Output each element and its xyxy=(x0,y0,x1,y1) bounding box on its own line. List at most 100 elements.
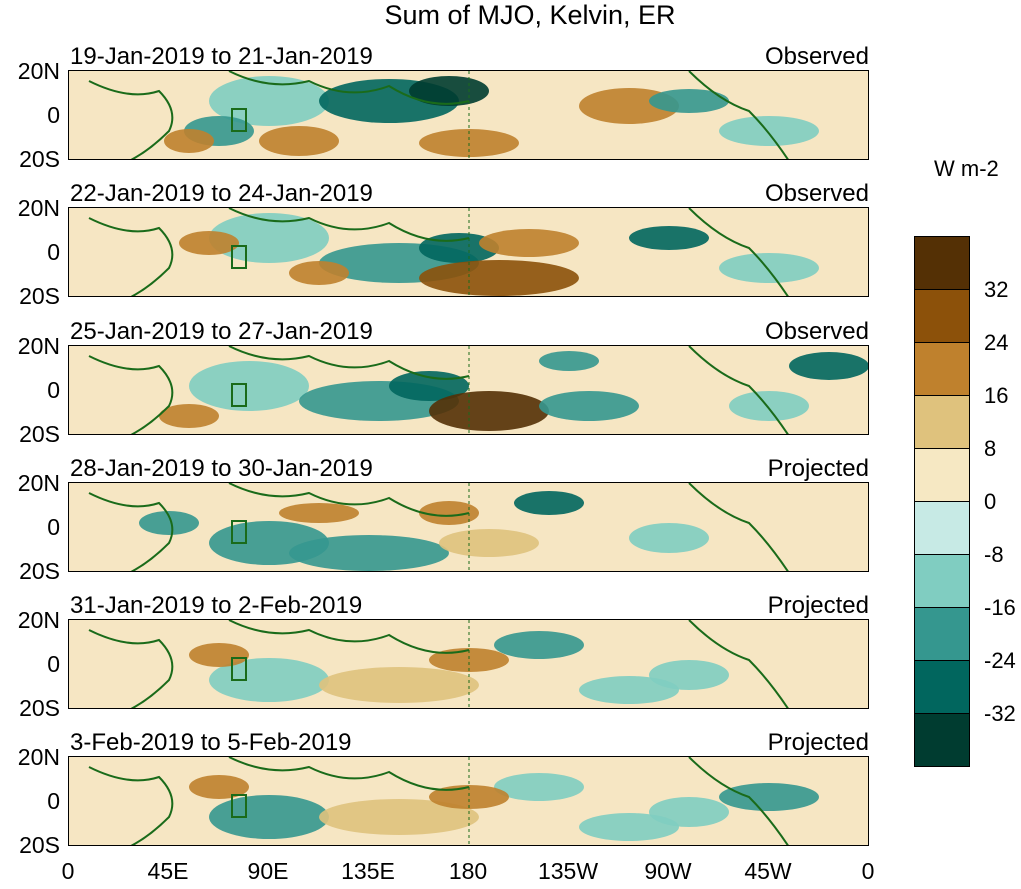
colorbar-segment xyxy=(914,607,970,661)
anomaly-field xyxy=(88,483,789,571)
anomaly-blob xyxy=(429,648,509,672)
anomaly-blob xyxy=(579,676,679,704)
colorbar-segment xyxy=(914,236,970,290)
latitude-label: 0 xyxy=(47,514,60,540)
colorbar-label: -24 xyxy=(984,648,1016,673)
anomaly-blob xyxy=(719,116,819,146)
colorbar-segment xyxy=(914,501,970,555)
latitude-label: 0 xyxy=(47,788,60,814)
anomaly-blob xyxy=(259,126,339,156)
anomaly-blob xyxy=(579,813,679,841)
longitude-label: 45W xyxy=(744,858,792,884)
panel-kind: Observed xyxy=(760,181,869,207)
latitude-label: 20S xyxy=(19,421,60,447)
colorbar-segment xyxy=(914,342,970,396)
anomaly-blob xyxy=(179,231,239,255)
map-panel xyxy=(68,345,869,435)
colorbar-units: W m-2 xyxy=(934,156,999,181)
latitude-label: 20N xyxy=(17,744,60,770)
anomaly-blob xyxy=(429,391,549,431)
anomaly-blob xyxy=(139,511,199,535)
map-panel xyxy=(68,482,869,572)
latitude-label: 20S xyxy=(19,832,60,858)
anomaly-blob xyxy=(494,773,584,801)
latitude-label: 20S xyxy=(19,558,60,584)
map-panel xyxy=(68,70,869,160)
anomaly-blob xyxy=(319,667,479,703)
anomaly-field xyxy=(88,620,789,708)
anomaly-blob xyxy=(164,129,214,153)
colorbar-label: -16 xyxy=(984,595,1016,620)
coastline-asia xyxy=(228,620,470,654)
anomaly-blob xyxy=(209,76,329,126)
anomaly-blob xyxy=(789,352,868,380)
anomaly-blob xyxy=(189,361,309,411)
anomaly-blob xyxy=(419,260,579,296)
latitude-label: 20N xyxy=(17,333,60,359)
anomaly-blob xyxy=(719,783,819,811)
anomaly-blob xyxy=(209,658,329,702)
coastline-americas xyxy=(688,71,789,159)
map-panel xyxy=(68,207,869,297)
anomaly-field xyxy=(88,757,819,845)
colorbar-label: 24 xyxy=(984,330,1009,355)
panel-kind: Projected xyxy=(763,456,869,482)
coastline-americas xyxy=(688,208,789,296)
colorbar-segment xyxy=(914,713,970,767)
region-box xyxy=(231,657,247,681)
coastline-asia xyxy=(228,757,470,791)
latitude-label: 20N xyxy=(17,607,60,633)
colorbar-label: 0 xyxy=(984,489,997,514)
colorbar-segment xyxy=(914,448,970,502)
coastline-americas xyxy=(688,483,789,571)
latitude-label: 0 xyxy=(47,239,60,265)
map-panel xyxy=(68,756,869,846)
coastline-africa xyxy=(88,355,174,434)
longitude-label: 90W xyxy=(644,858,692,884)
colorbar-label: 32 xyxy=(984,277,1009,302)
longitude-label: 0 xyxy=(861,858,875,884)
coastline-africa xyxy=(88,492,174,571)
anomaly-blob xyxy=(539,351,599,371)
anomaly-blob xyxy=(279,503,359,523)
coastline-americas xyxy=(688,757,789,845)
region-box xyxy=(231,108,247,132)
colorbar-label: 16 xyxy=(984,383,1009,408)
colorbar-label: -8 xyxy=(984,542,1004,567)
coastline-americas xyxy=(688,620,789,708)
region-box xyxy=(231,245,247,269)
panel-date-range: 22-Jan-2019 to 24-Jan-2019 xyxy=(70,181,377,207)
panel-date-range: 28-Jan-2019 to 30-Jan-2019 xyxy=(70,456,377,482)
coastline-africa xyxy=(88,629,174,708)
colorbar xyxy=(914,236,970,767)
anomaly-blob xyxy=(319,799,479,835)
panel-date-range: 31-Jan-2019 to 2-Feb-2019 xyxy=(70,593,367,619)
panel-kind: Projected xyxy=(763,730,869,756)
anomaly-blob xyxy=(629,523,709,553)
anomaly-blob xyxy=(494,631,584,659)
longitude-label: 90E xyxy=(247,858,289,884)
anomaly-field xyxy=(88,71,819,159)
panel-date-range: 25-Jan-2019 to 27-Jan-2019 xyxy=(70,319,377,345)
colorbar-label: -32 xyxy=(984,701,1016,726)
anomaly-blob xyxy=(629,226,709,250)
latitude-label: 20N xyxy=(17,195,60,221)
anomaly-blob xyxy=(289,535,449,571)
anomaly-blob xyxy=(479,229,579,257)
panel-kind: Observed xyxy=(760,44,869,70)
region-box xyxy=(231,383,247,407)
anomaly-blob xyxy=(719,253,819,283)
map-title: Sum of MJO, Kelvin, ER xyxy=(384,0,676,30)
coastline-americas xyxy=(688,346,789,434)
latitude-label: 20S xyxy=(19,283,60,309)
anomaly-blob xyxy=(514,491,584,515)
anomaly-blob xyxy=(649,89,729,113)
anomaly-blob xyxy=(729,391,809,421)
anomaly-blob xyxy=(209,795,329,839)
panel-kind: Projected xyxy=(763,593,869,619)
region-box xyxy=(231,794,247,818)
anomaly-blob xyxy=(189,775,249,799)
anomaly-blob xyxy=(209,213,329,263)
latitude-label: 0 xyxy=(47,651,60,677)
panel-kind: Observed xyxy=(760,319,869,345)
